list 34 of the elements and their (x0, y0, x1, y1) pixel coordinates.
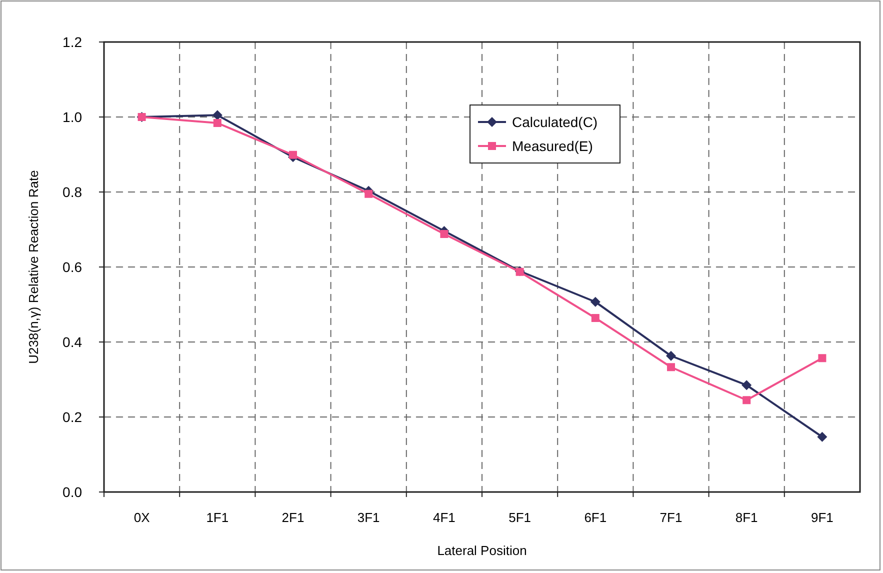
point (213, 119, 222, 127)
y-tick-label: 1.0 (62, 108, 82, 125)
point (666, 350, 676, 361)
point (667, 363, 675, 372)
y-tick-label: 0.0 (62, 484, 82, 500)
y-tick-label: 0.6 (62, 258, 82, 275)
point (289, 150, 297, 159)
x-tick-label: 2F1 (282, 510, 304, 525)
x-tick-label: 7F1 (660, 510, 682, 525)
legend-label: Measured(E) (512, 138, 593, 154)
x-tick-label: 4F1 (432, 510, 456, 525)
x-tick-label: 1F1 (206, 510, 229, 525)
x-tick-label: 8F1 (735, 510, 758, 525)
point (742, 380, 752, 390)
x-axis-title: Lateral Position (437, 543, 527, 558)
x-tick-label: 5F1 (508, 510, 532, 525)
point (212, 110, 222, 120)
point (818, 354, 826, 362)
point (364, 190, 373, 198)
x-tick-label: 0X (134, 510, 150, 525)
point (742, 396, 751, 404)
x-tick-label: 3F1 (357, 510, 380, 525)
y-tick-label: 0.4 (62, 334, 82, 350)
point (817, 432, 828, 442)
point (590, 296, 600, 307)
point (440, 230, 448, 238)
legend-label: Calculated(C) (512, 114, 598, 130)
x-tick-label: 9F1 (810, 510, 834, 525)
y-tick-label: 1.2 (62, 34, 82, 50)
y-tick-label: 0.8 (62, 184, 82, 200)
y-tick-label: 0.2 (62, 408, 82, 425)
y-axis-title: U238(n,γ) Relative Reaction Rate (26, 170, 41, 364)
x-tick-label: 6F1 (584, 510, 607, 525)
point (591, 314, 600, 322)
